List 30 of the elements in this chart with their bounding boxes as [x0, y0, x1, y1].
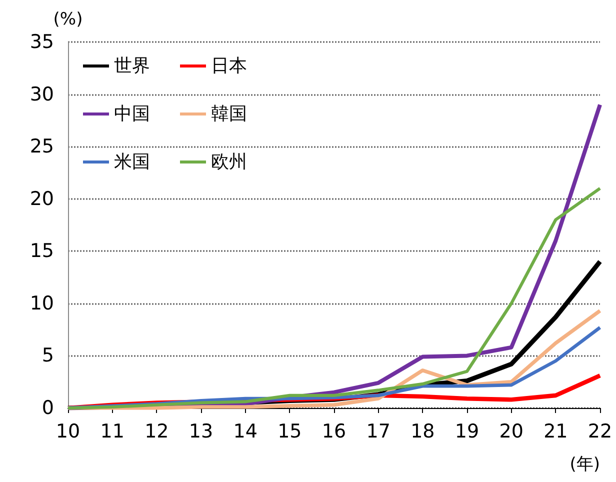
y-tick-label: 35 — [30, 31, 54, 53]
y-tick-label: 20 — [30, 188, 54, 210]
x-tick-label: 21 — [544, 420, 568, 442]
y-tick-label: 0 — [42, 397, 54, 419]
x-tick-label: 22 — [588, 420, 612, 442]
x-tick-label: 20 — [499, 420, 524, 442]
y-tick-label: 25 — [30, 136, 54, 158]
x-tick-label: 15 — [278, 420, 302, 442]
y-tick-label: 30 — [30, 83, 54, 106]
legend-label: 中国 — [114, 104, 150, 124]
x-tick-label: 16 — [322, 420, 346, 442]
x-tick-label: 19 — [454, 420, 480, 442]
x-tick-label: 17 — [366, 420, 390, 442]
y-tick-label: 5 — [42, 344, 54, 367]
legend-label: 日本 — [211, 56, 247, 76]
y-tick-label: 15 — [30, 240, 54, 262]
x-tick-label: 12 — [144, 420, 169, 442]
legend-label: 米国 — [114, 152, 150, 172]
legend-label: 世界 — [114, 56, 150, 76]
x-tick-label: 18 — [410, 420, 435, 442]
line-series — [66, 186, 602, 410]
y-tick-label: 10 — [30, 292, 54, 314]
x-tick-label: 13 — [188, 420, 214, 442]
legend-label: 韓国 — [211, 104, 247, 124]
x-tick-label: 14 — [233, 420, 258, 442]
legend-label: 欧州 — [211, 152, 247, 172]
y-axis-title: (%) — [53, 10, 83, 30]
x-tick-label: 10 — [56, 420, 80, 442]
x-tick-label: 11 — [100, 420, 124, 442]
x-axis-title: (年) — [570, 454, 600, 474]
